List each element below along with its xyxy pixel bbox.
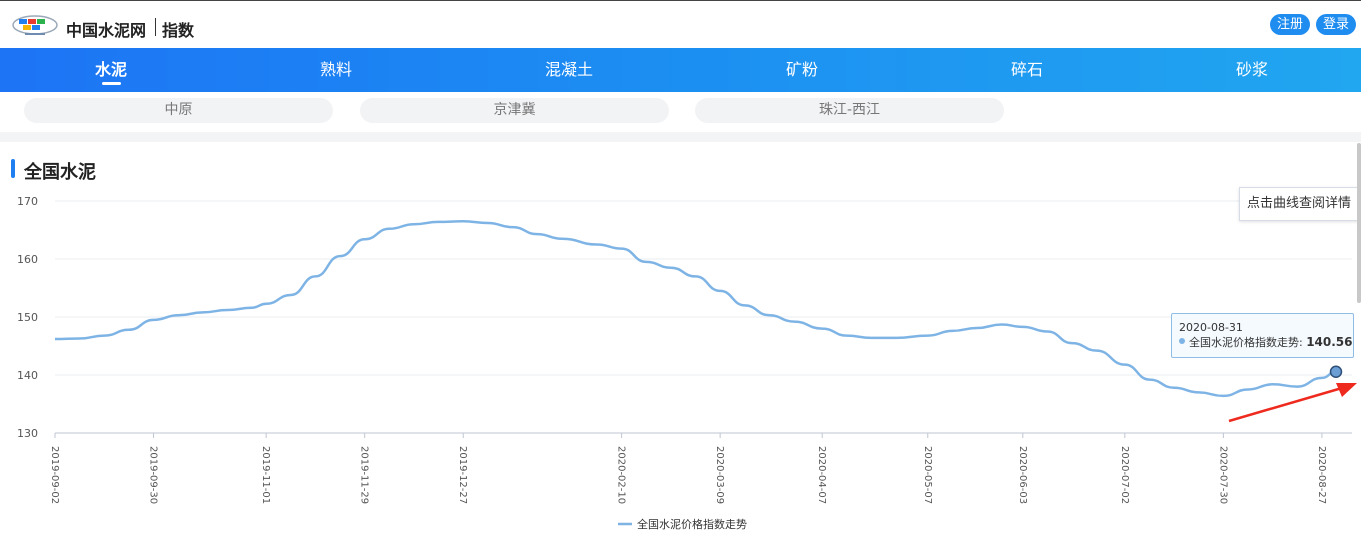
x-tick-label: 2020-05-07	[922, 446, 933, 504]
region-filter-bar: 中原 京津冀 珠江-西江	[0, 92, 1361, 132]
section-marker	[11, 159, 15, 178]
site-logo-icon[interactable]	[11, 14, 59, 38]
x-tick-label: 2020-06-03	[1017, 446, 1028, 504]
region-pill-jingjinji[interactable]: 京津冀	[360, 98, 669, 123]
register-button[interactable]: 注册	[1270, 14, 1311, 35]
top-bar: 中国水泥网 指数 注册 登录	[0, 0, 1361, 48]
page-subtitle: 指数	[162, 21, 195, 40]
region-pill-zhongyuan[interactable]: 中原	[24, 98, 333, 123]
arrow-head-icon	[1336, 383, 1357, 397]
x-tick-label: 2020-02-10	[616, 446, 627, 504]
nav-tab-clinker[interactable]: 熟料	[319, 60, 353, 79]
login-button[interactable]: 登录	[1316, 14, 1357, 35]
region-pill-pearl-river[interactable]: 珠江-西江	[695, 98, 1004, 123]
x-tick-label: 2019-12-27	[457, 446, 468, 504]
category-nav: 水泥 熟料 混凝土 矿粉 碎石 砂浆	[0, 48, 1361, 92]
chart-tooltip: 2020-08-31 全国水泥价格指数走势: 140.56	[1171, 313, 1354, 358]
x-tick-label: 2020-08-27	[1316, 446, 1327, 504]
index-line-chart[interactable]: 130 140 150 160 170 2019-09-02 2019-09-30 2019-…	[0, 185, 1361, 551]
x-tick-label: 2020-07-02	[1119, 446, 1130, 504]
page-scrollbar[interactable]	[1357, 143, 1361, 303]
tooltip-series-row: 全国水泥价格指数走势: 140.56	[1189, 334, 1353, 350]
x-tick-label: 2019-11-01	[260, 446, 271, 504]
y-tick-label: 130	[17, 427, 38, 440]
series-line[interactable]	[54, 220, 1337, 398]
tooltip-date: 2020-08-31	[1179, 321, 1243, 334]
active-tab-indicator	[102, 82, 121, 85]
tooltip-series-label: 全国水泥价格指数走势:	[1189, 336, 1307, 349]
x-tick-label: 2020-03-09	[714, 446, 725, 504]
y-tick-label: 140	[17, 369, 38, 382]
nav-tab-gravel[interactable]: 碎石	[1010, 60, 1044, 79]
nav-tab-cement[interactable]: 水泥	[94, 60, 128, 79]
x-tick-label: 2019-09-30	[148, 446, 159, 504]
legend-label[interactable]: 全国水泥价格指数走势	[637, 517, 747, 531]
nav-tab-concrete[interactable]: 混凝土	[544, 60, 594, 79]
arrow-annotation-icon	[1228, 386, 1343, 423]
x-tick-label: 2019-11-29	[359, 446, 370, 504]
y-tick-label: 170	[17, 195, 38, 208]
section-divider	[0, 132, 1361, 142]
chart-hint-button[interactable]: 点击曲线查阅详情	[1239, 187, 1359, 221]
nav-tab-slag-powder[interactable]: 矿粉	[785, 60, 819, 79]
section-title: 全国水泥	[24, 162, 96, 183]
highlighted-point[interactable]	[1329, 365, 1343, 379]
tooltip-value: 140.56	[1306, 335, 1353, 349]
site-title[interactable]: 中国水泥网	[66, 21, 147, 40]
tooltip-series-dot	[1179, 338, 1185, 344]
nav-tab-mortar[interactable]: 砂浆	[1235, 60, 1269, 79]
x-tick-label: 2019-09-02	[49, 446, 60, 504]
title-divider	[155, 18, 156, 36]
y-tick-label: 160	[17, 253, 38, 266]
x-tick-label: 2020-07-30	[1217, 446, 1228, 504]
x-tick-label: 2020-04-07	[816, 446, 827, 504]
y-tick-label: 150	[17, 311, 38, 324]
